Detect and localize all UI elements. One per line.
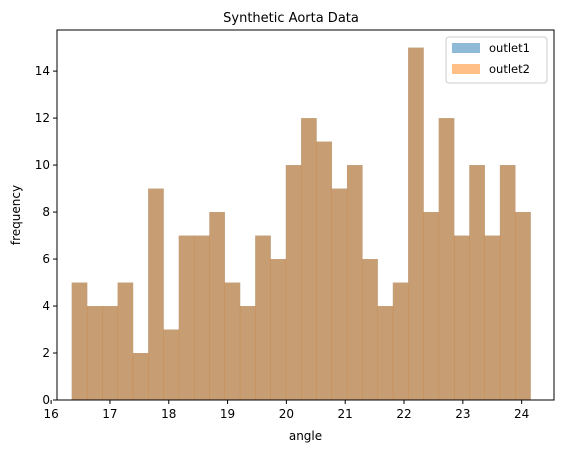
bar-outlet2-27 (484, 235, 501, 400)
legend-swatch-outlet1 (452, 43, 480, 53)
bar-outlet2-15 (301, 118, 317, 400)
bar-outlet2-7 (178, 235, 195, 400)
bar-outlet2-28 (499, 165, 516, 400)
bar-outlet2-13 (270, 259, 287, 400)
x-tick-label-24: 24 (514, 407, 529, 421)
bar-outlet2-6 (163, 329, 180, 400)
bar-outlet2-0 (71, 282, 88, 400)
bar-outlet2-8 (194, 235, 210, 400)
x-tick-label-23: 23 (455, 407, 470, 421)
x-tick-label-19: 19 (220, 407, 235, 421)
x-tick-label-22: 22 (396, 407, 411, 421)
x-tick-label-17: 17 (102, 407, 117, 421)
bar-outlet2-24 (438, 118, 455, 400)
y-tick-label-10: 10 (35, 158, 50, 172)
bar-outlet2-23 (423, 212, 440, 400)
y-tick-label-0: 0 (42, 393, 50, 407)
x-axis-ticks: 16 17 18 19 20 21 22 23 24 (43, 400, 529, 421)
bar-outlet2-2 (102, 306, 118, 400)
bar-outlet2-5 (148, 188, 164, 400)
bar-outlet2-21 (392, 282, 409, 400)
y-tick-label-2: 2 (42, 346, 50, 360)
bars-group (71, 47, 531, 401)
bar-outlet2-17 (331, 188, 348, 400)
bar-outlet2-22 (408, 47, 424, 400)
y-tick-label-12: 12 (35, 111, 50, 125)
bar-outlet2-12 (255, 235, 271, 400)
y-tick-label-6: 6 (42, 252, 50, 266)
bar-outlet2-3 (117, 282, 134, 400)
bar-outlet2-9 (209, 212, 225, 400)
x-tick-label-16: 16 (43, 407, 58, 421)
bar-outlet2-20 (377, 306, 394, 400)
legend-label-outlet2: outlet2 (489, 62, 530, 76)
bar-outlet2-10 (224, 282, 241, 400)
y-axis-label: frequency (9, 185, 23, 245)
plot-frame (56, 29, 555, 401)
bar-outlet2-26 (469, 165, 485, 400)
bar-outlet2-4 (132, 353, 149, 400)
x-tick-label-18: 18 (161, 407, 176, 421)
bar-outlet2-29 (515, 212, 531, 400)
legend-swatch-outlet2 (452, 64, 480, 74)
legend-label-outlet1: outlet1 (489, 41, 530, 55)
legend: outlet1 outlet2 (445, 36, 548, 84)
bar-outlet2-18 (346, 165, 363, 400)
y-tick-label-14: 14 (35, 64, 50, 78)
chart-title: Synthetic Aorta Data (223, 11, 359, 26)
bar-outlet2-11 (239, 306, 256, 400)
y-tick-label-8: 8 (42, 205, 50, 219)
y-tick-label-4: 4 (42, 299, 50, 313)
x-axis-label: angle (289, 429, 322, 443)
bar-outlet2-14 (285, 165, 302, 400)
x-tick-label-21: 21 (338, 407, 353, 421)
bar-outlet2-16 (316, 141, 332, 401)
bar-outlet2-1 (86, 306, 103, 400)
bar-outlet2-19 (362, 259, 378, 400)
bar-outlet2-25 (454, 235, 470, 400)
y-axis-ticks: 0 2 4 6 8 10 12 14 (35, 64, 57, 407)
x-tick-label-20: 20 (279, 407, 294, 421)
